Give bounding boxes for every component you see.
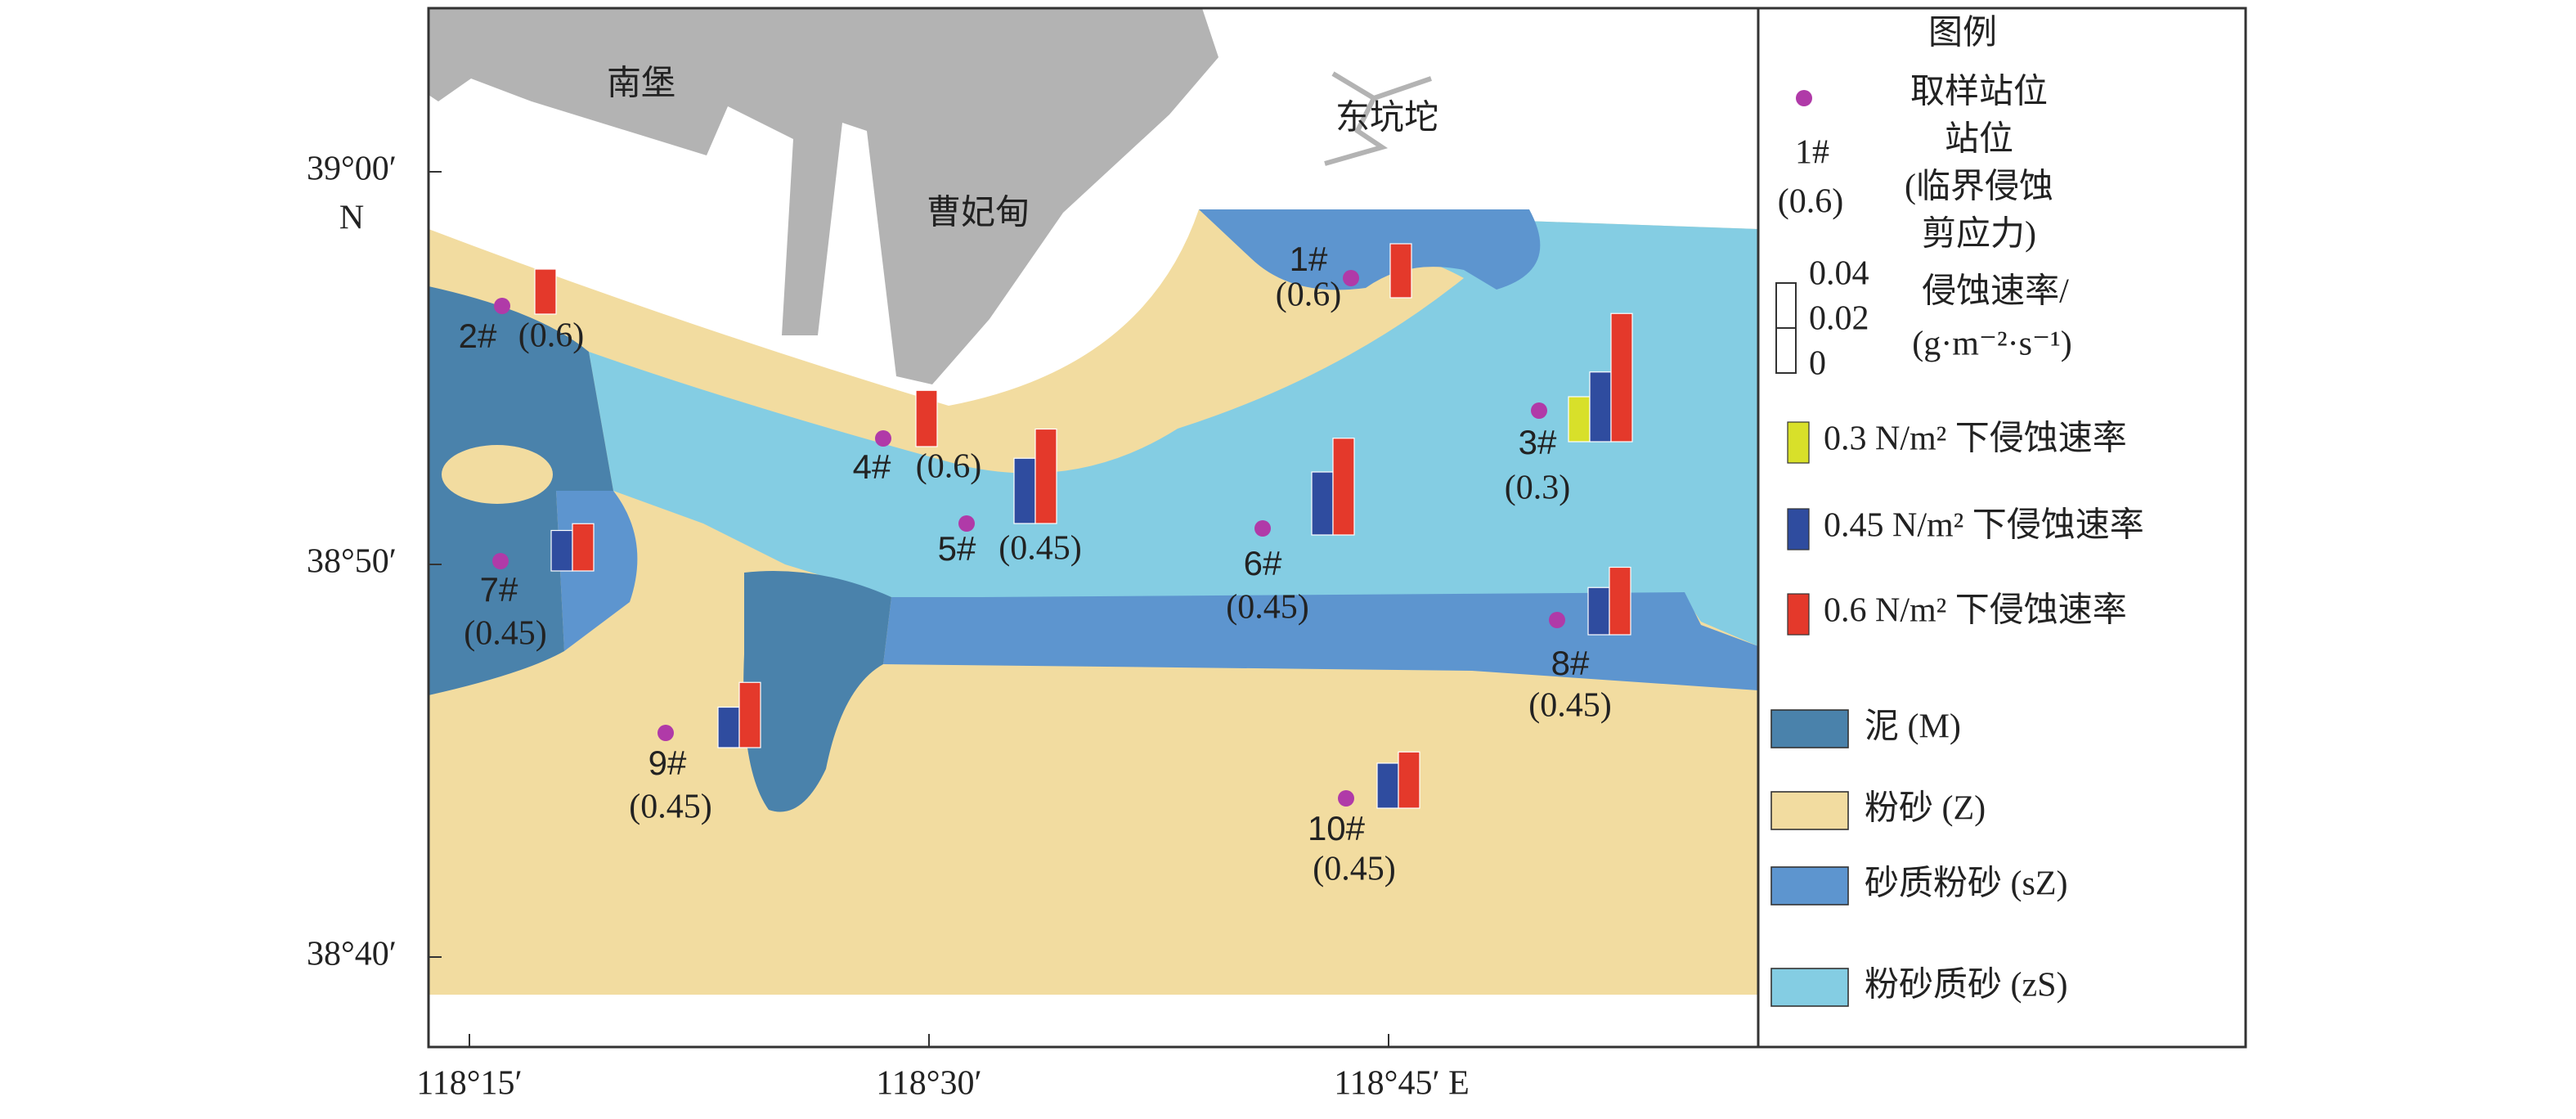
erosion-bar [1609,566,1631,636]
legend-label: 0.45 N/m² 下侵蚀速率 [1824,506,2144,545]
station-label: 4# [853,447,891,486]
legend-text: (临界侵蚀 [1905,168,2053,206]
legend-swatch [1770,791,1849,830]
y-tick-label: 38°50′ [307,543,397,581]
station-dot [1254,520,1271,537]
legend-text: 1# [1795,134,1829,172]
erosion-bar [1589,371,1612,443]
frame [427,7,2247,1049]
station-stress: (0.45) [1226,589,1308,627]
legend-text: 取样站位 [1910,73,2048,111]
station-stress: (0.6) [916,448,981,486]
erosion-bar [1587,586,1610,636]
legend-title: 图例 [1928,15,1997,52]
station-label: 3# [1519,423,1557,461]
place-name: 曹妃甸 [927,195,1030,232]
erosion-bar [915,389,938,447]
legend-text: (0.6) [1778,183,1843,221]
erosion-bar [738,681,761,748]
rate-scale-label: 0 [1809,345,1826,383]
station-label: 5# [938,529,976,568]
station-label: 1# [1290,240,1328,278]
mud-zone [743,571,891,812]
legend-text: 侵蚀速率/ [1922,272,2069,311]
erosion-bar [717,706,740,748]
y-tick-label: 39°00′ [307,151,397,188]
station-label: 10# [1308,809,1366,847]
station-dot [1531,402,1547,419]
station-dot [875,430,891,447]
erosion-bar [1376,762,1399,809]
erosion-bar [1389,243,1412,299]
sandy-silt-zone [1199,209,1541,290]
station-dot [657,725,674,741]
sandy-silt-zone [883,592,1758,690]
station-dot [492,553,509,569]
legend-swatch [1770,866,1849,906]
station-dot [1343,270,1359,286]
y-tick-label: 38°40′ [307,936,397,973]
station-dot [1338,790,1354,807]
erosion-bar [550,529,573,572]
station-dot [1549,612,1565,628]
place-name: 南堡 [607,65,675,103]
station-stress: (0.45) [999,530,1081,568]
legend-label: 泥 (M) [1865,708,1961,746]
station-label: 9# [648,744,687,782]
station-stress: (0.3) [1505,470,1570,507]
legend-label: 砂质粉砂 (sZ) [1865,865,2067,903]
place-name: 东坑坨 [1335,99,1438,137]
legend-text: 剪应力) [1922,215,2036,254]
legend-label: 粉砂质砂 (zS) [1865,967,2067,1004]
station-dot [494,298,510,314]
silt-island [442,445,553,504]
x-tick-label: 118°30′ [876,1065,981,1103]
station-stress: (0.45) [464,615,546,653]
erosion-bar [1610,312,1633,443]
station-stress: (0.6) [1276,276,1341,314]
legend-swatch [1770,968,1849,1007]
station-dot [958,515,975,532]
legend-label: 0.6 N/m² 下侵蚀速率 [1824,591,2127,630]
legend-label: 粉砂 (Z) [1865,790,1986,828]
erosion-bar [1013,457,1036,524]
station-stress: (0.6) [518,317,584,355]
erosion-bar [1332,438,1355,536]
erosion-bar [1398,751,1420,809]
rate-scale-label: 0.02 [1809,300,1869,338]
legend-station-dot [1796,90,1812,106]
erosion-bar [534,268,557,315]
station-stress: (0.45) [629,789,711,826]
x-tick-label: 118°45′ E [1334,1065,1470,1103]
x-tick-label: 118°15′ [416,1065,522,1103]
legend-swatch [1770,709,1849,748]
legend-label: 0.3 N/m² 下侵蚀速率 [1824,420,2127,458]
axis-unit: N [339,200,364,237]
land-pier [1324,71,1432,166]
legend-text: 站位 [1945,120,2013,159]
legend-text: (g·m⁻²·s⁻¹) [1912,326,2071,363]
legend-swatch [1787,508,1810,551]
station-label: 2# [459,317,497,355]
legend-swatch [1787,421,1810,464]
station-label: 7# [480,570,518,609]
land [429,8,1218,384]
rate-scale-label: 0.04 [1809,255,1869,293]
legend-swatch [1787,593,1810,636]
station-stress: (0.45) [1313,851,1395,888]
station-stress: (0.45) [1528,687,1611,725]
erosion-bar [1034,428,1057,524]
erosion-bar [1568,396,1591,443]
erosion-bar [572,523,595,572]
erosion-bar [1311,471,1334,536]
silty-sand-zone [589,209,1758,646]
station-label: 6# [1244,544,1282,582]
station-label: 8# [1551,644,1590,682]
